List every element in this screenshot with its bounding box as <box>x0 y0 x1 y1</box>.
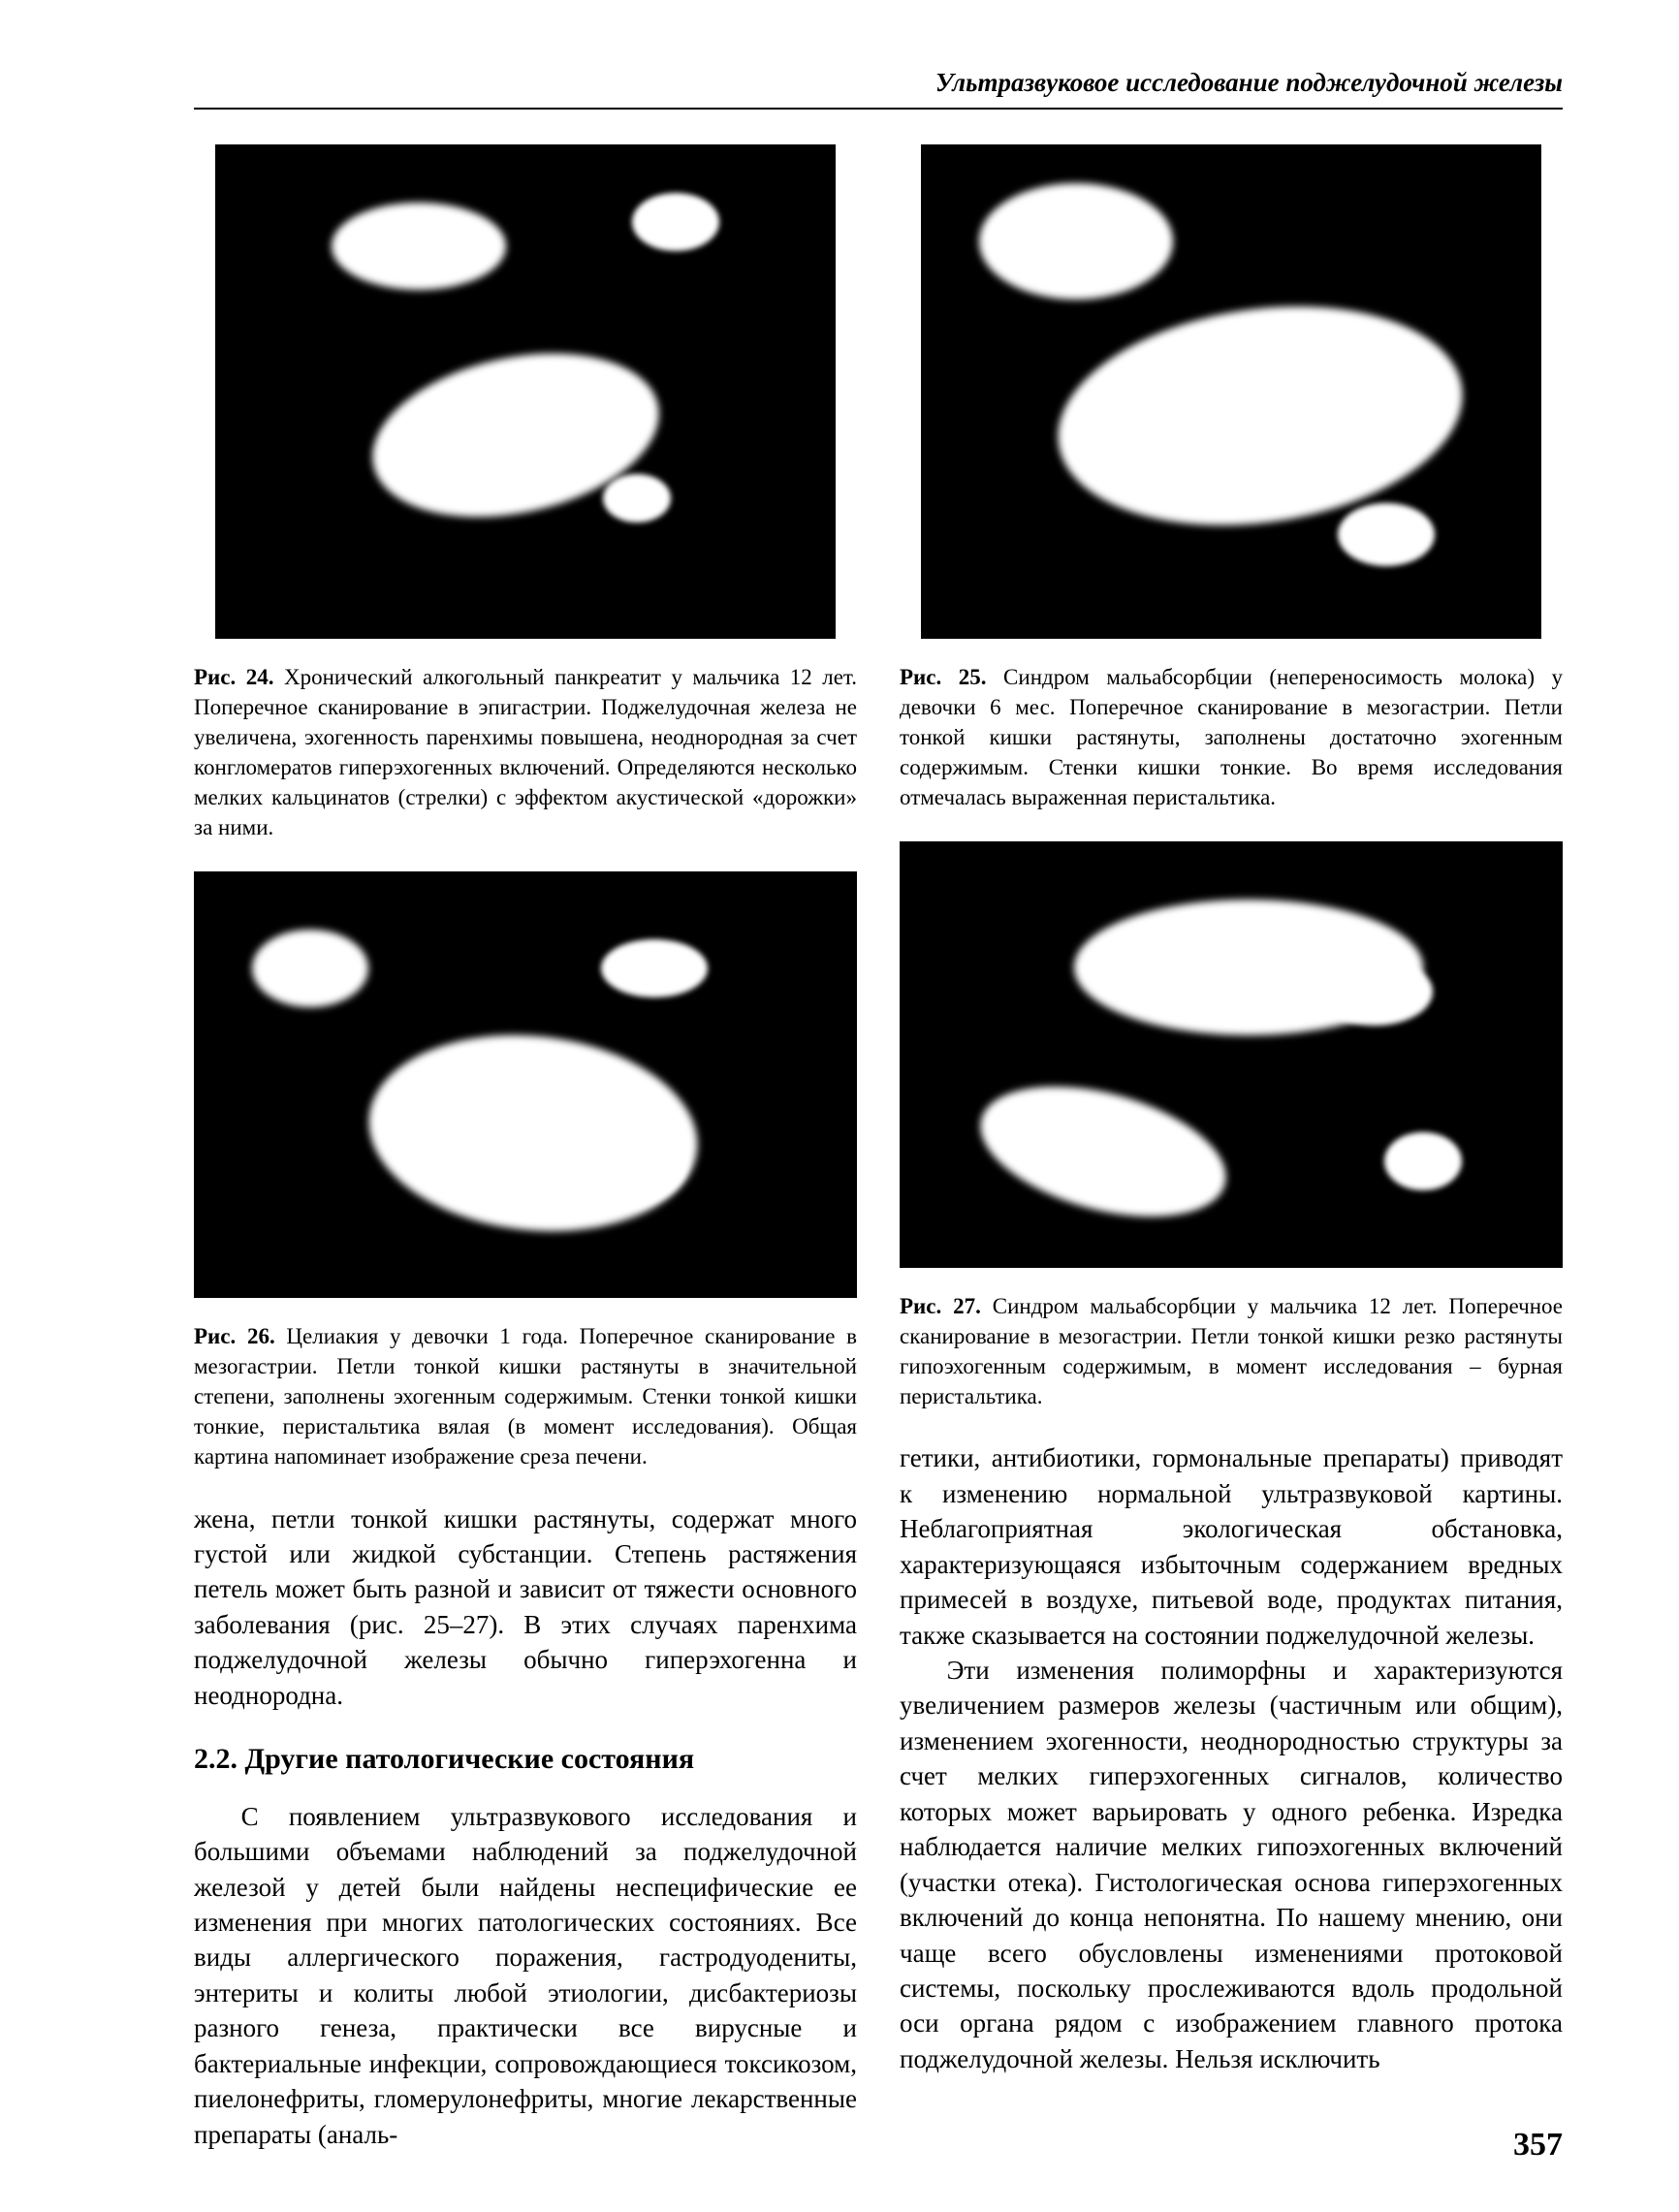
running-head: Ультразвуковое исследование поджелудочно… <box>194 68 1563 110</box>
figure-24-caption: Рис. 24. Хронический алкогольный панкреа… <box>194 662 857 842</box>
figure-25-label: Рис. 25. <box>900 665 987 689</box>
figure-27-caption: Рис. 27. Синдром мальабсорбции у мальчик… <box>900 1291 1563 1411</box>
figure-26-caption: Рис. 26. Целиакия у девочки 1 года. Попе… <box>194 1321 857 1471</box>
body-right-p1: гетики, антибиотики, гормональные препар… <box>900 1440 1563 1653</box>
figure-25-image <box>921 144 1541 639</box>
figure-26-image <box>194 871 857 1298</box>
figure-27-caption-text: Синдром мальабсорбции у мальчика 12 лет.… <box>900 1294 1563 1408</box>
body-left-section-p1: С появлением ультразвукового исследовани… <box>194 1799 857 2152</box>
figure-27-image <box>900 841 1563 1268</box>
section-heading: 2.2. Другие патологические состояния <box>194 1740 857 1780</box>
figure-24: Рис. 24. Хронический алкогольный панкреа… <box>194 144 857 842</box>
figure-26: Рис. 26. Целиакия у девочки 1 года. Попе… <box>194 871 857 1471</box>
page-number: 357 <box>1513 2127 1563 2164</box>
figure-26-caption-text: Целиакия у девочки 1 года. Поперечное ск… <box>194 1324 857 1469</box>
body-left: жена, петли тонкой кишки растянуты, соде… <box>194 1501 857 2153</box>
figure-25: Рис. 25. Синдром мальабсорбции (неперено… <box>900 144 1563 812</box>
figure-24-image-wrap <box>194 144 857 639</box>
figure-26-label: Рис. 26. <box>194 1324 275 1348</box>
figure-27: Рис. 27. Синдром мальабсорбции у мальчик… <box>900 841 1563 1411</box>
body-right-p2: Эти изменения полиморфны и характеризуют… <box>900 1653 1563 2076</box>
page: Ультразвуковое исследование поджелудочно… <box>0 0 1679 2212</box>
body-left-continuation: жена, петли тонкой кишки растянуты, соде… <box>194 1501 857 1714</box>
figure-24-label: Рис. 24. <box>194 665 273 689</box>
figure-27-label: Рис. 27. <box>900 1294 981 1318</box>
figure-24-image <box>215 144 836 639</box>
body-right: гетики, антибиотики, гормональные препар… <box>900 1440 1563 2076</box>
figure-24-caption-text: Хронический алкогольный панкреатит у мал… <box>194 665 857 839</box>
column-right: Рис. 25. Синдром мальабсорбции (неперено… <box>900 144 1563 2152</box>
figure-25-image-wrap <box>900 144 1563 639</box>
two-column-layout: Рис. 24. Хронический алкогольный панкреа… <box>194 144 1563 2152</box>
column-left: Рис. 24. Хронический алкогольный панкреа… <box>194 144 857 2152</box>
figure-25-caption: Рис. 25. Синдром мальабсорбции (неперено… <box>900 662 1563 812</box>
figure-25-caption-text: Синдром мальабсорбции (непереносимость м… <box>900 665 1563 809</box>
